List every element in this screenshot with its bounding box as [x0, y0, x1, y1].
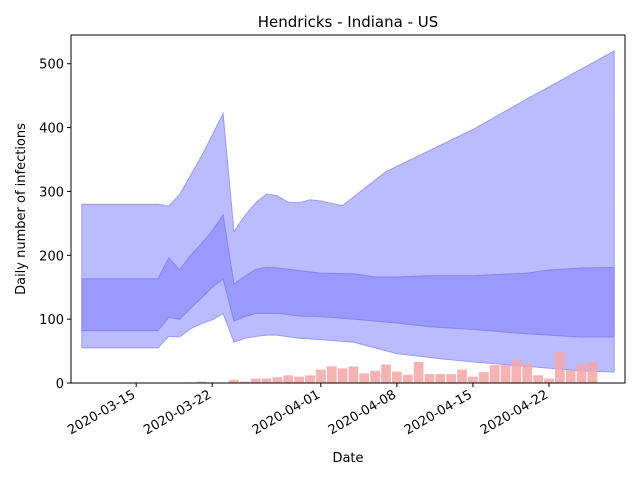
bar-2020-04-21: [533, 375, 543, 383]
bar-2020-04-01: [315, 369, 326, 383]
bar-2020-03-31: [305, 375, 315, 383]
bar-2020-04-18: [500, 365, 511, 383]
y-tick-label: 400: [39, 122, 64, 137]
plot-frame: [70, 34, 626, 384]
bar-2020-04-22: [544, 378, 554, 383]
bar-2020-04-16: [478, 372, 489, 383]
bar-2020-03-26: [250, 378, 261, 383]
bar-2020-04-05: [359, 373, 370, 383]
bar-2020-04-11: [424, 374, 435, 383]
chart-title: Hendricks - Indiana - US: [258, 13, 439, 31]
bar-2020-04-26: [587, 361, 598, 383]
bar-2020-04-17: [489, 365, 500, 383]
inner-confidence-band: [81, 213, 615, 338]
bar-2020-03-28: [272, 377, 283, 383]
bar-2020-04-04: [348, 366, 359, 383]
bar-2020-04-23: [554, 352, 565, 383]
bar-2020-03-30: [294, 376, 305, 383]
bar-2020-04-08: [391, 371, 402, 383]
bands-layer: [81, 50, 615, 373]
bar-2020-04-12: [435, 374, 446, 383]
bar-2020-03-29: [283, 375, 294, 383]
bar-2020-03-25: [239, 381, 250, 383]
bar-2020-04-13: [446, 374, 457, 383]
y-tick-label: 200: [39, 249, 64, 264]
bar-2020-04-02: [326, 366, 337, 383]
bar-2020-03-24: [229, 379, 239, 383]
y-tick-label: 500: [39, 58, 64, 73]
y-tick-label: 0: [56, 377, 64, 392]
bar-2020-03-21: [196, 381, 207, 383]
y-tick-label: 300: [39, 185, 64, 200]
bar-2020-04-14: [457, 369, 467, 383]
x-axis-label: Date: [332, 451, 363, 466]
bar-2020-04-15: [468, 376, 478, 383]
bars-layer: [185, 352, 598, 383]
bar-2020-04-06: [370, 370, 381, 383]
bar-2020-04-07: [381, 364, 391, 383]
bar-2020-04-09: [402, 374, 413, 383]
bar-2020-04-10: [413, 361, 424, 383]
y-axis-label: Daily number of infections: [14, 123, 29, 295]
bar-2020-04-19: [511, 360, 522, 383]
bar-2020-03-27: [261, 378, 272, 383]
bar-2020-04-24: [565, 370, 576, 383]
bar-2020-04-25: [576, 364, 587, 383]
bar-2020-04-03: [337, 368, 348, 383]
bar-2020-04-20: [522, 364, 533, 383]
y-tick-label: 100: [39, 313, 64, 328]
